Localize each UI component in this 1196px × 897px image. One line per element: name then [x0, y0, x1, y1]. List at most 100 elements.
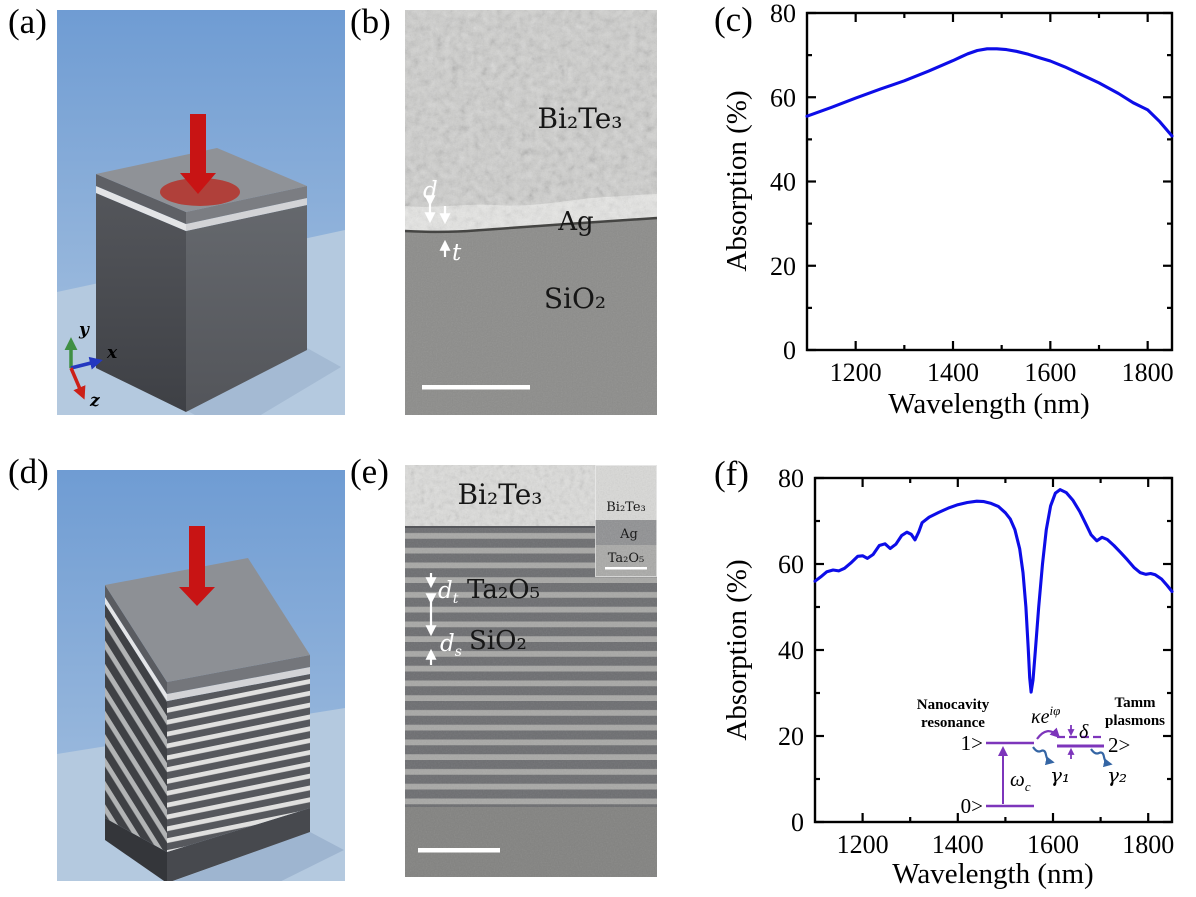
silver-layer-side — [186, 198, 307, 231]
coupling-label: κeiφ — [1031, 703, 1060, 728]
tamm-title-line2: plasmons — [1105, 713, 1165, 729]
y-axis-label: y — [78, 320, 90, 340]
panel-label-a: (a) — [8, 2, 47, 41]
state-0-label: 0> — [961, 794, 983, 818]
panel-a-structure-render: y x z — [57, 10, 345, 415]
incident-light-arrow — [179, 526, 215, 606]
inset-border — [595, 465, 657, 577]
axes-frame — [813, 476, 1174, 824]
axes-frame — [805, 11, 1174, 352]
silver-layer-front — [105, 597, 167, 701]
dt-label: dt — [438, 578, 459, 607]
nanocavity-title-line2: resonance — [921, 715, 985, 731]
bite-label: Bi₂Te₃ — [457, 478, 542, 511]
top-slab-side — [186, 186, 307, 224]
substrate-front-face — [96, 193, 186, 412]
coordinate-axes: y x z — [64, 320, 118, 411]
x-tick-label: 1600 — [1027, 830, 1079, 859]
top-slab-side — [167, 655, 310, 694]
inset-scale-bar — [605, 567, 647, 570]
y-tick-label: 60 — [770, 83, 796, 112]
inset-bite-label: Bi₂Te₃ — [606, 500, 646, 515]
panel-label-c: (c) — [714, 0, 753, 39]
sio2-label: SiO₂ — [544, 282, 606, 315]
decay-1-label: γ₁ — [1050, 763, 1070, 787]
x-tick-label: 1800 — [1122, 358, 1174, 387]
substrate-side-face — [167, 808, 310, 881]
y-tick-label: 60 — [778, 550, 804, 579]
drive-frequency-label: ωc — [1010, 767, 1031, 794]
x-tick-label: 1600 — [1024, 358, 1076, 387]
thickness-d-label: d — [423, 178, 438, 204]
ta2o5-label: Ta₂O₅ — [467, 575, 540, 605]
state-1-label: 1> — [961, 731, 983, 755]
x-tick-label: 1800 — [1122, 830, 1174, 859]
nanocavity-title-line1: Nanocavity — [917, 697, 990, 713]
y-tick-label: 0 — [783, 336, 796, 365]
plot-area: 1200 1400 1600 1800 0 20 40 60 80 — [778, 464, 1174, 859]
y-axis-title: Absorption (%) — [721, 90, 753, 271]
absorption-chart-f: Wavelength (nm) Absorption (%) 1200 1400 1… — [721, 464, 1174, 890]
coupling-arc-arrow — [1036, 727, 1061, 740]
scale-bar — [418, 848, 500, 853]
z-axis-arrow — [69, 367, 86, 400]
z-axis-label: z — [89, 391, 100, 411]
energy-level-diagram: Nanocavity resonance Tamm plasmons 1> κe… — [917, 695, 1165, 818]
ag-label: Ag — [557, 207, 593, 237]
panel-label-e: (e) — [350, 452, 389, 491]
ds-label: ds — [440, 631, 462, 660]
inset-ta2o5-label: Ta₂O₅ — [608, 551, 645, 566]
top-slab-front — [96, 174, 186, 224]
panel-label-f: (f) — [714, 454, 749, 493]
x-axis-label: x — [106, 343, 118, 363]
panel-e-sem-image: Bi₂Te₃ dt Ta₂O₅ ds SiO₂ Bi₂Te₃ Ag Ta₂O₅ — [405, 465, 657, 877]
tamm-stack-box — [105, 558, 310, 881]
scale-bar — [422, 385, 530, 390]
y-tick-label: 0 — [791, 808, 804, 837]
x-tick-label: 1200 — [837, 830, 889, 859]
x-tick-label: 1400 — [927, 358, 979, 387]
x-tick-label: 1400 — [932, 830, 984, 859]
x-tick-label: 1200 — [830, 358, 882, 387]
inset-grain — [595, 465, 657, 577]
y-tick-label: 20 — [778, 722, 804, 751]
laser-spot — [160, 178, 240, 206]
x-axis-title: Wavelength (nm) — [892, 858, 1093, 890]
panel-b-sem-image: Bi₂Te₃ Ag SiO₂ d t — [405, 10, 657, 415]
absorption-chart-c: Wavelength (nm) Absorption (%) 1200 1400 1… — [721, 0, 1174, 420]
substrate-front-face — [105, 818, 167, 881]
box-shadow — [186, 348, 341, 415]
panel-label-b: (b) — [350, 2, 391, 41]
sio2-label: SiO₂ — [469, 626, 527, 656]
y-tick-label: 80 — [778, 464, 804, 493]
box-shadow — [173, 832, 344, 881]
bite-label: Bi₂Te₃ — [537, 102, 622, 135]
decay-1-wavy-arrow — [1032, 746, 1055, 766]
state-2-label: 2> — [1108, 733, 1130, 757]
sem-fine-grain — [405, 10, 657, 415]
incident-light-arrow — [180, 114, 216, 194]
y-tick-label: 40 — [770, 168, 796, 197]
dbr-stack-front-face — [105, 604, 167, 852]
y-tick-label: 40 — [778, 636, 804, 665]
dbr-stack-side-face — [167, 674, 310, 852]
silver-layer-front — [96, 186, 186, 231]
detuning-label: δ — [1079, 721, 1089, 743]
substrate-side-face — [186, 205, 307, 412]
absorption-curve — [813, 488, 1174, 694]
thickness-t-label: t — [452, 240, 462, 266]
decay-2-label: γ₂ — [1107, 763, 1127, 787]
plot-area: 1200 1400 1600 1800 0 20 40 60 80 — [770, 0, 1174, 387]
panel-label-d: (d) — [8, 452, 49, 491]
top-slab-front — [105, 585, 167, 694]
sem-inset: Bi₂Te₃ Ag Ta₂O₅ — [595, 465, 657, 577]
silver-layer-side — [167, 667, 310, 701]
box-top-face — [105, 558, 310, 682]
y-tick-label: 20 — [770, 252, 796, 281]
x-axis-title: Wavelength (nm) — [888, 388, 1089, 420]
decay-2-wavy-arrow — [1090, 748, 1113, 768]
x-axis-arrow — [70, 356, 103, 370]
inset-ag-label: Ag — [619, 527, 638, 542]
panel-d-structure-render — [57, 470, 345, 881]
